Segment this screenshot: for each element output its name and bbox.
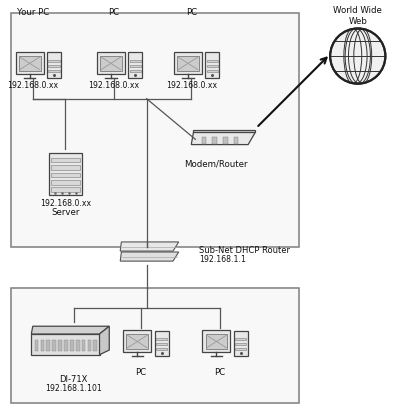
Bar [207, 65, 218, 67]
Bar [201, 137, 206, 144]
Bar [156, 348, 167, 350]
Text: 192.168.1.101: 192.168.1.101 [45, 384, 102, 393]
Bar [49, 153, 82, 195]
Bar [48, 65, 60, 67]
Bar [93, 340, 97, 350]
Bar [31, 334, 99, 355]
Polygon shape [120, 242, 179, 251]
Bar [128, 53, 142, 78]
Bar [47, 53, 61, 78]
Polygon shape [191, 133, 255, 144]
Bar [212, 137, 217, 144]
Bar [51, 173, 80, 177]
Bar [16, 52, 44, 74]
Bar [19, 55, 41, 71]
Bar [235, 338, 247, 340]
Text: PC: PC [135, 368, 146, 377]
Circle shape [330, 29, 386, 84]
Text: Your PC: Your PC [17, 9, 49, 18]
Bar [130, 70, 141, 72]
Text: 192.168.0.xx: 192.168.0.xx [89, 81, 140, 90]
Bar [155, 330, 169, 356]
Bar [234, 137, 238, 144]
Bar [97, 52, 125, 74]
Text: Sub-Net DHCP Router: Sub-Net DHCP Router [199, 246, 291, 255]
Bar [177, 55, 199, 71]
Bar [35, 340, 39, 350]
Bar [11, 13, 299, 247]
Bar [206, 53, 219, 78]
Bar [76, 340, 80, 350]
Bar [207, 70, 218, 72]
Polygon shape [120, 252, 179, 261]
Polygon shape [99, 326, 109, 355]
Bar [51, 180, 80, 185]
Bar [52, 340, 56, 350]
Bar [123, 330, 151, 353]
Bar [174, 52, 202, 74]
Polygon shape [194, 130, 255, 133]
Bar [48, 60, 60, 62]
Bar [46, 340, 50, 350]
Bar [70, 340, 74, 350]
Bar [100, 55, 122, 71]
Text: PC: PC [214, 368, 225, 377]
Bar [58, 340, 62, 350]
Text: PC: PC [109, 9, 120, 18]
Bar [203, 330, 231, 353]
Bar [156, 343, 167, 345]
Bar [235, 343, 247, 345]
Bar [51, 157, 80, 162]
Bar [51, 165, 80, 170]
Bar [130, 60, 141, 62]
Bar [48, 70, 60, 72]
Text: PC: PC [186, 9, 197, 18]
Bar [130, 65, 141, 67]
Text: DI-71X: DI-71X [59, 375, 88, 384]
Polygon shape [31, 326, 109, 334]
Text: World Wide
Web: World Wide Web [333, 6, 382, 26]
Bar [41, 340, 44, 350]
Bar [235, 348, 247, 350]
Bar [234, 330, 248, 356]
Bar [126, 334, 148, 349]
Bar [51, 187, 80, 192]
Text: 192.168.1.1: 192.168.1.1 [199, 255, 247, 264]
Bar [82, 340, 85, 350]
Bar [223, 137, 228, 144]
Bar [207, 60, 218, 62]
Bar [64, 340, 68, 350]
Bar [156, 338, 167, 340]
Text: Modem/Router: Modem/Router [184, 160, 247, 169]
Bar [88, 340, 91, 350]
Text: 192.168.0.xx: 192.168.0.xx [40, 199, 91, 208]
Bar [11, 288, 299, 403]
Text: 192.168.0.xx: 192.168.0.xx [7, 81, 58, 90]
Bar [206, 334, 227, 349]
Text: Server: Server [51, 208, 80, 217]
Text: 192.168.0.xx: 192.168.0.xx [166, 81, 217, 90]
